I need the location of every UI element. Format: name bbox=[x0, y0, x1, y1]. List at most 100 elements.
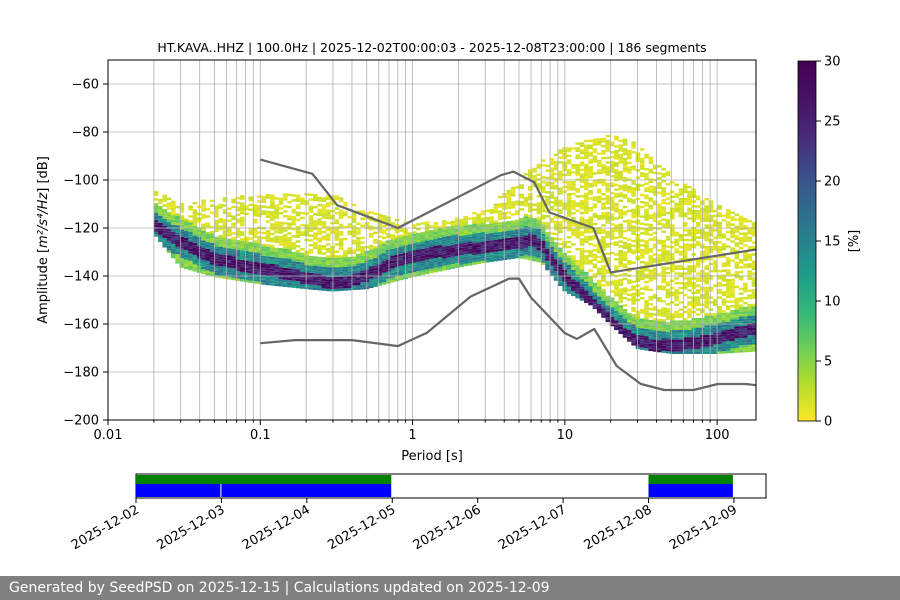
heatmap-cell bbox=[601, 214, 606, 217]
heatmap-cell bbox=[214, 210, 219, 213]
heatmap-cell bbox=[665, 343, 671, 347]
heatmap-cell bbox=[579, 219, 585, 222]
heatmap-cell bbox=[196, 253, 202, 256]
heatmap-cell bbox=[381, 253, 387, 256]
heatmap-cell bbox=[721, 344, 727, 347]
heatmap-cell bbox=[545, 210, 550, 213]
heatmap-cell bbox=[416, 261, 421, 264]
heatmap-cell bbox=[730, 341, 735, 344]
heatmap-cell bbox=[201, 259, 206, 262]
heatmap-cell bbox=[368, 252, 374, 255]
heatmap-cell bbox=[609, 201, 615, 204]
heatmap-cell bbox=[347, 261, 352, 264]
heatmap-cell bbox=[670, 301, 675, 304]
heatmap-cell bbox=[235, 254, 241, 257]
heatmap-cell bbox=[325, 279, 331, 282]
heatmap-cell bbox=[592, 196, 598, 199]
heatmap-cell bbox=[442, 229, 447, 233]
heatmap-cell bbox=[648, 216, 654, 220]
heatmap-cell bbox=[175, 213, 180, 216]
heatmap-cell bbox=[661, 276, 666, 279]
heatmap-cell bbox=[738, 309, 744, 312]
heatmap-cell bbox=[497, 217, 503, 220]
heatmap-cell bbox=[704, 303, 709, 306]
heatmap-cell bbox=[536, 178, 542, 181]
heatmap-cell bbox=[459, 255, 464, 258]
heatmap-cell bbox=[584, 185, 589, 188]
heatmap-cell bbox=[278, 262, 284, 265]
heatmap-cell bbox=[506, 233, 512, 236]
y-axis-label: Amplitude [m²/s⁴/Hz] [dB] bbox=[36, 156, 51, 324]
heatmap-cell bbox=[437, 247, 443, 250]
heatmap-cell bbox=[274, 262, 279, 265]
heatmap-cell bbox=[584, 228, 589, 231]
heatmap-cell bbox=[639, 292, 645, 295]
heatmap-cell bbox=[313, 244, 318, 247]
heatmap-cell bbox=[261, 253, 266, 256]
heatmap-cell bbox=[614, 193, 619, 196]
heatmap-cell bbox=[725, 269, 731, 272]
heatmap-cell bbox=[627, 171, 632, 174]
heatmap-cell bbox=[343, 271, 348, 274]
heatmap-cell bbox=[605, 314, 611, 318]
heatmap-cell bbox=[330, 272, 335, 275]
heatmap-cell bbox=[657, 318, 662, 322]
heatmap-cell bbox=[356, 244, 361, 247]
heatmap-cell bbox=[390, 234, 395, 237]
heatmap-cell bbox=[695, 198, 701, 201]
heatmap-cell bbox=[584, 286, 589, 289]
heatmap-cell bbox=[631, 309, 636, 312]
heatmap-cell bbox=[738, 242, 744, 245]
heatmap-cell bbox=[343, 254, 348, 258]
heatmap-cell bbox=[721, 284, 727, 287]
heatmap-cell bbox=[665, 245, 671, 248]
heatmap-cell bbox=[738, 318, 744, 322]
heatmap-cell bbox=[601, 137, 606, 141]
heatmap-cell bbox=[708, 346, 714, 350]
heatmap-cell bbox=[618, 329, 623, 332]
heatmap-cell bbox=[609, 163, 615, 166]
heatmap-cell bbox=[330, 250, 335, 254]
heatmap-cell bbox=[713, 248, 718, 251]
heatmap-cell bbox=[489, 237, 494, 241]
heatmap-cell bbox=[179, 236, 185, 240]
heatmap-cell bbox=[639, 297, 645, 300]
heatmap-cell bbox=[540, 214, 546, 217]
heatmap-cell bbox=[644, 172, 649, 176]
heatmap-cell bbox=[682, 250, 688, 254]
heatmap-cell bbox=[648, 319, 654, 323]
heatmap-cell bbox=[386, 242, 391, 246]
heatmap-cell bbox=[553, 271, 559, 274]
heatmap-cell bbox=[510, 194, 516, 197]
heatmap-cell bbox=[252, 252, 258, 255]
heatmap-cell bbox=[734, 244, 740, 248]
heatmap-cell bbox=[368, 259, 374, 262]
heatmap-cell bbox=[528, 207, 533, 210]
heatmap-cell bbox=[244, 212, 249, 215]
heatmap-cell bbox=[618, 331, 623, 334]
heatmap-cell bbox=[622, 313, 628, 317]
heatmap-cell bbox=[618, 278, 623, 282]
heatmap-cell bbox=[532, 234, 537, 238]
heatmap-cell bbox=[695, 342, 701, 345]
heatmap-cell bbox=[717, 269, 722, 273]
heatmap-cell bbox=[695, 262, 701, 266]
heatmap-cell bbox=[579, 185, 585, 188]
heatmap-cell bbox=[575, 231, 580, 234]
heatmap-cell bbox=[682, 327, 688, 330]
heatmap-cell bbox=[652, 260, 658, 263]
heatmap-cell bbox=[153, 231, 159, 235]
heatmap-cell bbox=[467, 231, 473, 235]
heatmap-cell bbox=[687, 332, 692, 335]
heatmap-cell bbox=[183, 233, 189, 236]
heatmap-cell bbox=[622, 196, 628, 199]
heatmap-cell bbox=[257, 277, 262, 280]
heatmap-cell bbox=[497, 255, 503, 259]
heatmap-cell bbox=[252, 269, 258, 272]
heatmap-cell bbox=[738, 335, 744, 339]
heatmap-cell bbox=[338, 214, 344, 217]
heatmap-cell bbox=[605, 185, 611, 188]
heatmap-cell bbox=[278, 248, 284, 251]
heatmap-cell bbox=[325, 284, 331, 287]
heatmap-cell bbox=[270, 276, 275, 279]
